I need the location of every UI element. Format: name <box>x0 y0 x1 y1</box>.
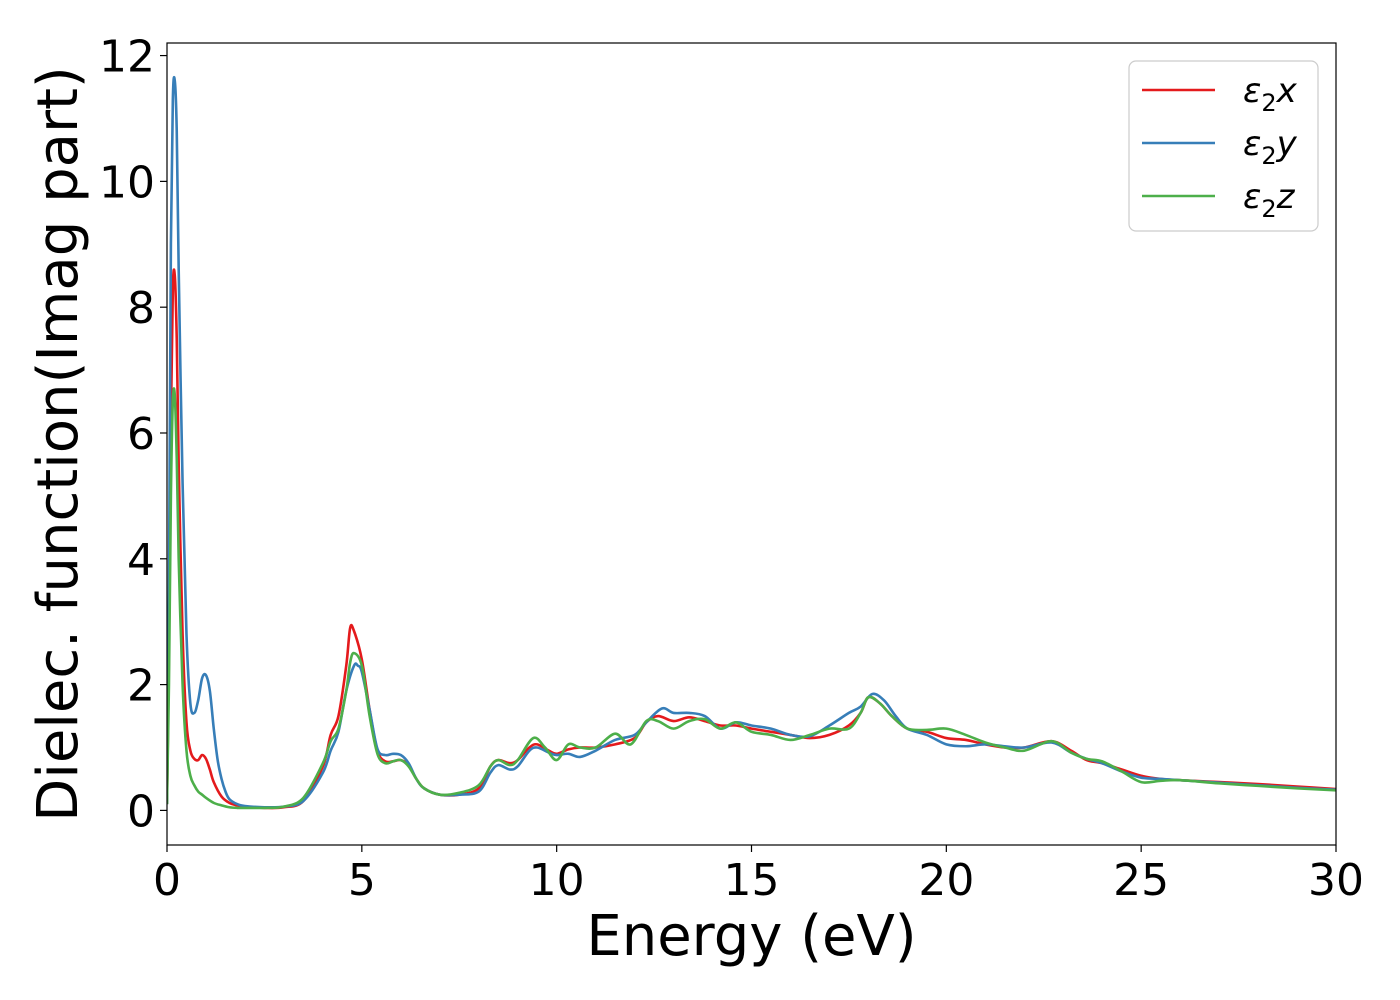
y-tick-label: 8 <box>127 283 155 334</box>
y-tick-label: 0 <box>127 786 155 837</box>
x-tick-label: 15 <box>724 855 780 906</box>
x-axis-ticks: 0 5 10 15 20 25 30 <box>153 845 1364 906</box>
y-tick-label: 2 <box>127 661 155 712</box>
y-tick-label: 10 <box>99 157 155 208</box>
series-line-y <box>167 75 1336 809</box>
y-tick-label: 6 <box>127 409 155 460</box>
x-axis-title: Energy (eV) <box>586 904 916 969</box>
series-line-z <box>167 387 1336 810</box>
legend-label-z: ε2z <box>1243 177 1296 223</box>
legend-subscript: 2 <box>1261 195 1276 223</box>
x-tick-label: 0 <box>153 855 181 906</box>
series-layer <box>167 75 1336 810</box>
x-tick-label: 30 <box>1308 855 1364 906</box>
series-line-x <box>167 268 1336 810</box>
legend-subscript: 2 <box>1261 89 1276 117</box>
x-tick-label: 10 <box>529 855 585 906</box>
legend-symbol: ε <box>1243 124 1261 164</box>
legend-subscript: 2 <box>1261 142 1276 170</box>
x-tick-label: 25 <box>1113 855 1169 906</box>
legend-symbol: ε <box>1243 71 1261 111</box>
legend-label-x: ε2x <box>1243 71 1298 117</box>
legend-label-y: ε2y <box>1243 124 1298 170</box>
legend-symbol: ε <box>1243 177 1261 217</box>
y-axis-ticks: 0 2 4 6 8 10 12 <box>99 32 167 837</box>
legend-component: y <box>1276 124 1298 164</box>
legend-box <box>1128 60 1319 232</box>
legend-component: x <box>1276 71 1298 111</box>
y-tick-label: 4 <box>127 535 155 586</box>
x-tick-label: 20 <box>918 855 974 906</box>
y-tick-label: 12 <box>99 32 155 83</box>
y-axis-title: Dielec. function(Imag part) <box>26 66 91 822</box>
x-tick-label: 5 <box>348 855 376 906</box>
legend-component: z <box>1276 177 1296 217</box>
